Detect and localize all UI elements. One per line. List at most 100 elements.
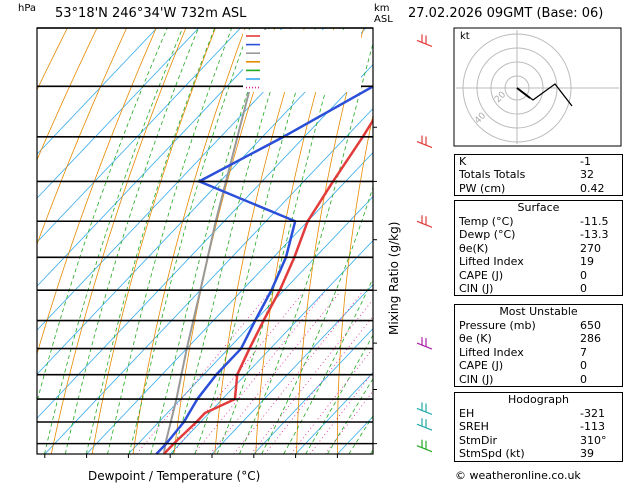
dry-adiabat-line [37,28,128,246]
mixing-ratio-line [290,347,373,454]
dewpoint-line [155,83,373,454]
datetime-title: 27.02.2026 09GMT (Base: 06) [408,6,604,21]
surface-key: Lifted Index [459,255,524,269]
surface-value: -13.3 [580,228,609,242]
asl-label: ASL [374,14,393,25]
mu-row: θe (K) 286 [455,332,622,345]
wind-barbs [416,34,433,453]
dry-adiabat-line [132,28,246,454]
wet-adiabat-line [194,28,316,454]
hodo-table-title: Hodograph [508,393,569,406]
wet-adiabat-line [150,28,270,454]
dry-adiabat-line [37,28,68,91]
dry-adiabat-line [50,28,187,454]
legend-box [243,30,361,92]
surface-value: 19 [580,255,594,269]
hodograph: kt 20 40 [453,27,622,147]
storm-motion-arrow [516,87,531,99]
surface-row: θe(K) 270 [455,242,622,255]
legend [243,30,361,92]
indices-value: 0.42 [580,181,605,195]
wet-adiabat-line [305,334,373,454]
mixing-ratio-line [264,315,373,454]
wind-barb [416,407,433,415]
dry-adiabat-line [337,113,373,454]
wet-adiabat-line [239,42,373,454]
km-label: km [374,3,390,14]
indices-table: K -1 Totals Totals 32 PW (cm) 0.42 [454,154,623,197]
mu-value: 0 [580,359,587,373]
most-unstable-title: Most Unstable [499,305,578,318]
mixing-ratio-line [324,390,373,454]
hodo-value: 39 [580,447,594,461]
hodograph-kt-label: kt [460,31,470,42]
surface-key: CIN (J) [459,281,494,295]
dry-adiabat-line [37,28,157,356]
isotherm-line [37,63,373,419]
pressure-levels [37,27,373,445]
hodo-key: SREH [459,420,489,434]
isotherm-line [211,283,373,454]
wet-adiabat-line [327,377,373,454]
hodo-value: 310° [580,433,607,447]
indices-key: Totals Totals [459,168,526,182]
parcel-trajectory-line [162,28,267,454]
surface-value: 0 [580,281,587,295]
wet-adiabat-line [172,28,292,454]
wind-barb [416,140,433,149]
wet-adiabat-line [44,28,184,454]
surface-row: Temp (°C) -11.5 [455,215,622,228]
indices-row: PW (cm) 0.42 [455,182,622,195]
surface-row: CIN (J) 0 [455,282,622,295]
mixing-ratio-line [309,371,373,454]
location-title: 53°18'N 246°34'W 732m ASL [55,6,247,21]
dry-adiabat-line [214,28,305,454]
mu-value: 650 [580,319,601,332]
indices-key: K [459,155,467,168]
mu-row: Pressure (mb) 650 [455,319,622,332]
isotherm-line [37,28,158,155]
mu-key: CAPE (J) [459,359,504,373]
hodo-row: StmDir 310° [455,434,622,447]
indices-row: Totals Totals 32 [455,168,622,181]
hodo-key: EH [459,407,475,420]
wind-barb [416,342,433,350]
isotherm-line [37,28,367,375]
isotherm-line [37,28,199,199]
mixing-ratio-line [136,293,269,454]
surface-row: Dewp (°C) -13.3 [455,228,622,241]
x-axis-ticks [44,454,338,458]
mu-value: 0 [580,372,587,386]
x-axis-label: Dewpoint / Temperature (°C) [88,469,261,483]
dry-adiabat-line [255,28,335,454]
surface-key: θe(K) [459,241,489,255]
indices-value: 32 [580,168,594,182]
hodo-value: -321 [580,407,605,420]
dry-adiabat-line [416,28,453,454]
isotherm-line [37,28,283,287]
dry-adiabat-line [296,28,365,454]
indices-value: -1 [580,155,591,168]
mixing-ratio-line [171,293,303,454]
hodo-value: -113 [580,420,605,434]
hodo-row: EH -321 [455,407,622,420]
surface-row: CAPE (J) 0 [455,269,622,282]
mu-row: CAPE (J) 0 [455,359,622,372]
isotherm-line [128,195,373,454]
background-lines [37,28,453,454]
hodo-row: StmSpd (kt) 39 [455,447,622,460]
wet-adiabat-line [261,185,373,454]
mixing-ratio-line [209,293,340,454]
surface-value: -11.5 [580,215,609,228]
km-axis-ticks [373,126,377,445]
surface-title: Surface [517,201,560,214]
surface-key: CAPE (J) [459,268,504,282]
mu-row: CIN (J) 0 [455,373,622,386]
surface-table: Surface Temp (°C) -11.5 Dewp (°C) -13.3 θe… [454,200,623,297]
mu-key: Pressure (mb) [459,319,536,332]
hodograph-table: Hodograph EH -321 SREH -113 StmDir 310° Stm… [454,392,623,462]
wind-barb [416,220,433,228]
mu-key: CIN (J) [459,372,494,386]
surface-row: Lifted Index 19 [455,255,622,268]
